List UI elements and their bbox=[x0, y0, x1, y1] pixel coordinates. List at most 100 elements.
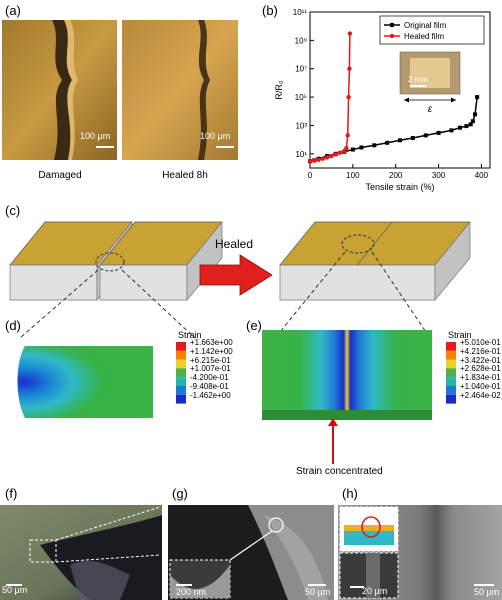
y-tick-label-0: 10¹ bbox=[295, 150, 307, 159]
healed-photo bbox=[122, 20, 238, 160]
x-tick-label-0: 0 bbox=[308, 171, 313, 180]
panel-h-micrograph bbox=[338, 505, 502, 600]
panel-d-tick-5: -9.408e-01 bbox=[190, 382, 229, 391]
panel-e-tick-3: +2.628e-01 bbox=[460, 364, 501, 374]
series-0-point-15 bbox=[458, 125, 462, 130]
panel-d-tick-0: +1.663e+00 bbox=[190, 338, 233, 347]
series-0-point-7 bbox=[359, 145, 364, 150]
series-1-point-5 bbox=[329, 153, 334, 159]
plot-frame bbox=[309, 11, 491, 169]
panel-b-chart: 0 100 200 300 400 10¹ 10³ 10⁵ 10⁷ 10⁹ 10¹¹ Tensile … bbox=[274, 8, 491, 192]
series-0-point-13 bbox=[436, 130, 441, 135]
series-1-point-3 bbox=[320, 156, 326, 161]
strain-annotation: Strain concentrated bbox=[296, 466, 383, 477]
panel-e-tick-4: +1.834e-01 bbox=[460, 373, 501, 383]
strain-arrow-right-icon bbox=[451, 97, 456, 103]
panel-d-tick-4: -4.200e-01 bbox=[190, 373, 229, 383]
series-0-point-16 bbox=[464, 124, 469, 129]
series-0-point-10 bbox=[398, 138, 402, 143]
series-1-point-13 bbox=[347, 31, 353, 36]
panel-e-tick-0: +5.010e-01 bbox=[460, 338, 501, 347]
series-0-point-6 bbox=[350, 147, 355, 152]
panel-h-scale: 50 μm bbox=[474, 587, 500, 597]
panel-a-right-caption: Healed 8h bbox=[162, 170, 208, 181]
y-tick-label-1: 10³ bbox=[295, 121, 307, 130]
panel-label-e: (e) bbox=[246, 318, 262, 333]
panel-label-c: (c) bbox=[5, 203, 21, 218]
strain-arrow-icon bbox=[328, 418, 338, 464]
panel-e-simulation bbox=[262, 330, 432, 420]
series-1-point-4 bbox=[324, 155, 330, 160]
x-tick-label-4: 400 bbox=[475, 171, 489, 180]
series-0-point-14 bbox=[449, 128, 454, 133]
series-line-1 bbox=[309, 33, 351, 162]
y-tick-label-4: 10⁹ bbox=[295, 36, 307, 45]
series-0-point-18 bbox=[470, 119, 475, 124]
panel-f-scale: 50 μm bbox=[2, 585, 28, 595]
panel-d-tick-3: +1.007e-01 bbox=[190, 364, 231, 374]
panel-e-tick-6: +2.464e-02 bbox=[460, 390, 501, 400]
series-0-point-12 bbox=[423, 133, 428, 138]
legend-box bbox=[379, 15, 485, 45]
panel-d-tick-6: -1.462e+00 bbox=[190, 390, 231, 400]
y-tick-label-5: 10¹¹ bbox=[293, 8, 308, 17]
panel-e-tick-1: +4.216e-01 bbox=[460, 346, 501, 356]
series-1-point-1 bbox=[312, 158, 317, 163]
panel-a-right-scale: 100 μm bbox=[200, 131, 231, 141]
series-0-point-20 bbox=[475, 95, 480, 100]
series-1-point-7 bbox=[337, 150, 343, 155]
strain-arrow-left-icon bbox=[404, 97, 409, 103]
x-tick-label-3: 300 bbox=[432, 171, 446, 180]
panel-f-micrograph bbox=[0, 505, 162, 600]
inset-film bbox=[410, 58, 450, 88]
panel-e-tick-5: +1.040e-01 bbox=[460, 382, 501, 391]
series-0-point-19 bbox=[473, 112, 477, 117]
legend-label-1: Healed film bbox=[404, 32, 444, 41]
legend-label-0: Original film bbox=[404, 21, 447, 30]
series-0-point-8 bbox=[372, 143, 377, 148]
panel-label-a: (a) bbox=[5, 3, 21, 18]
damaged-block-right bbox=[99, 221, 223, 301]
healed-arrow-icon bbox=[199, 254, 273, 296]
series-0-point-17 bbox=[468, 122, 473, 127]
panel-label-b: (b) bbox=[262, 3, 278, 18]
series-1-point-10 bbox=[345, 133, 350, 138]
panel-a-micrographs bbox=[2, 20, 238, 160]
healed-arrow-label: Healed bbox=[215, 237, 254, 251]
panel-label-g: (g) bbox=[172, 486, 188, 501]
series-0-point-9 bbox=[385, 140, 390, 145]
series-1-point-0 bbox=[307, 159, 313, 164]
y-tick-label-3: 10⁷ bbox=[295, 65, 307, 74]
panel-label-h: (h) bbox=[342, 486, 358, 501]
series-1-point-11 bbox=[346, 94, 351, 100]
panel-g-scale: 50 μm bbox=[305, 587, 331, 597]
series-1-point-9 bbox=[344, 145, 349, 151]
inset-symbol: ε bbox=[428, 104, 433, 115]
panel-h-inset-scale: 20 μm bbox=[362, 586, 388, 596]
y-tick-label-2: 10⁵ bbox=[295, 93, 307, 102]
panel-g-inset-scale: 200 nm bbox=[176, 587, 207, 597]
panel-d-tick-2: +6.215e-01 bbox=[190, 355, 231, 365]
panel-e-legend-title: Strain bbox=[448, 330, 472, 340]
panel-a-left-caption: Damaged bbox=[38, 170, 82, 181]
series-1-point-12 bbox=[347, 66, 352, 71]
panel-label-d: (d) bbox=[5, 318, 21, 333]
x-tick-label-2: 200 bbox=[389, 171, 403, 180]
panel-label-f: (f) bbox=[5, 486, 18, 501]
panel-e-colorbar bbox=[446, 342, 456, 404]
series-0-point-11 bbox=[410, 136, 415, 141]
panel-a-left-scale: 100 μm bbox=[80, 131, 111, 141]
y-axis-label: R/R₀ bbox=[274, 80, 284, 99]
panel-g-micrograph bbox=[168, 505, 334, 600]
x-axis-label: Tensile strain (%) bbox=[365, 182, 434, 192]
legend-marker-1 bbox=[389, 33, 395, 39]
panel-d-colorbar bbox=[176, 342, 186, 404]
legend-marker-0 bbox=[390, 23, 394, 27]
panel-d-simulation bbox=[17, 346, 153, 418]
healed-block bbox=[279, 221, 471, 301]
panel-d-legend-title: Strain bbox=[178, 330, 202, 340]
inset-scale-label: 2 mm bbox=[408, 75, 428, 84]
series-1-point-2 bbox=[316, 157, 321, 162]
panel-d-tick-1: +1.142e+00 bbox=[190, 346, 233, 356]
series-1-point-6 bbox=[333, 152, 338, 157]
